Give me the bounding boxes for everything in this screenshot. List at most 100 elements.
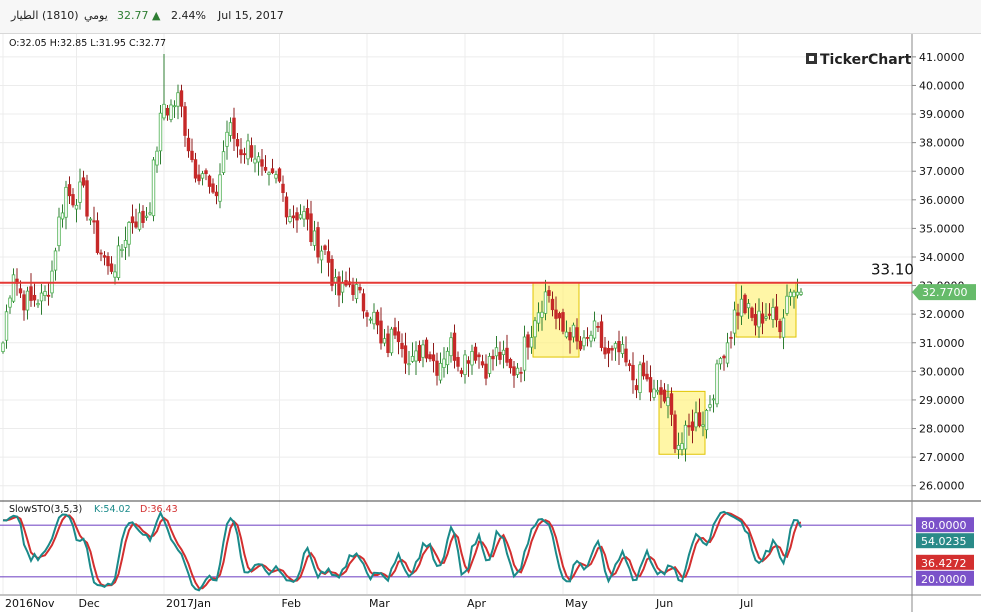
candle-up: [785, 295, 789, 314]
candle-up: [680, 443, 684, 450]
candle-down: [235, 139, 240, 147]
last-price-badge: [912, 284, 976, 301]
last-price: 32.77: [117, 9, 149, 22]
y-tick-label: 41.0000: [919, 51, 965, 64]
candle-up: [501, 349, 506, 355]
candle-down: [526, 334, 530, 348]
candle-down: [645, 373, 649, 380]
candle-down: [690, 421, 695, 431]
candle-up: [340, 282, 345, 293]
candle-down: [669, 393, 674, 415]
last-price-badge-label: 32.7700: [922, 286, 968, 299]
candle-up: [666, 397, 670, 407]
candle-down: [197, 174, 201, 182]
x-tick-label: 2016Nov: [5, 597, 55, 610]
candle-down: [365, 312, 369, 317]
candle-down: [561, 312, 565, 332]
candle-up: [137, 212, 142, 230]
chart-area[interactable]: 2016Nov Dec 2017Jan Feb Mar Apr May Jun Jul O:32…: [0, 34, 981, 612]
candle-up: [683, 424, 688, 450]
x-tick-label: Apr: [467, 597, 487, 610]
candle-up: [36, 303, 40, 306]
candle-down: [659, 387, 663, 395]
candle-up: [732, 309, 737, 334]
candle-down: [508, 358, 513, 369]
candle-down: [648, 377, 653, 393]
candle-down: [606, 347, 611, 354]
candle-up: [4, 311, 9, 341]
candle-up: [592, 320, 597, 339]
candle-up: [792, 291, 796, 298]
candle-up: [1, 342, 5, 352]
candle-down: [204, 170, 208, 175]
y-tick-label: 39.0000: [919, 108, 965, 121]
y-tick-label: 27.0000: [919, 451, 965, 464]
candle-down: [85, 180, 89, 217]
candle-down: [743, 294, 747, 314]
candle-up: [218, 174, 222, 202]
candle-up: [382, 338, 387, 344]
candle-up: [144, 215, 149, 218]
candle-down: [102, 255, 107, 258]
candle-down: [295, 212, 299, 221]
candle-up: [536, 312, 541, 324]
candle-down: [435, 360, 439, 376]
candle-up: [78, 181, 82, 203]
candle-down: [631, 364, 635, 381]
candle-down: [428, 354, 432, 360]
candle-down: [575, 327, 579, 342]
x-tick-label: 2017Jan: [166, 597, 211, 610]
candle-down: [603, 347, 607, 355]
candle-down: [767, 313, 772, 316]
candle-up: [11, 274, 16, 302]
brand-name: TickerChart: [820, 52, 912, 68]
candle-down: [263, 166, 268, 171]
candle-down: [46, 294, 51, 297]
candle-down: [291, 215, 296, 219]
candle-up: [123, 240, 128, 248]
candle-down: [141, 210, 145, 223]
osc-k-badge-label: 54.0235: [921, 535, 967, 548]
candle-down: [480, 361, 485, 366]
osc-k-badge: [916, 533, 974, 549]
candle-up: [470, 351, 474, 366]
candle-up: [757, 310, 761, 328]
osc-20-badge: [916, 570, 974, 586]
candle-up: [442, 358, 446, 368]
candle-up: [116, 245, 121, 278]
candle-up: [319, 250, 324, 261]
candle-up: [694, 412, 698, 428]
candle-up: [169, 104, 173, 120]
candle-down: [736, 312, 740, 316]
candle-up: [176, 92, 180, 107]
candle-up: [267, 172, 271, 175]
symbol-header-bar: الطيار (1810) يومي 32.77 ▲ 2.44% Jul 15,…: [0, 0, 981, 34]
candle-down: [71, 194, 75, 206]
tickerchart-logo: TickerChart: [806, 52, 912, 68]
candle-down: [505, 347, 509, 363]
candle-up: [151, 159, 156, 217]
candle-up: [718, 358, 723, 365]
candle-down: [578, 340, 583, 350]
symbol-name: الطيار: [11, 9, 39, 22]
horizontal-line-33-10[interactable]: 33.10: [0, 261, 914, 284]
candle-up: [368, 318, 373, 321]
candle-down: [753, 313, 758, 326]
y-tick-label: 34.0000: [919, 251, 965, 264]
candle-up: [312, 230, 317, 246]
candle-up: [228, 122, 233, 136]
candle-up: [410, 355, 415, 362]
candle-up: [708, 404, 712, 408]
candle-down: [519, 371, 523, 374]
candle-down: [424, 339, 429, 359]
candle-up: [438, 362, 443, 381]
x-tick-label: Dec: [79, 597, 100, 610]
candle-up: [540, 311, 544, 318]
change-percent: 2.44%: [171, 9, 206, 22]
candle-up: [39, 292, 44, 302]
candle-down: [452, 332, 457, 361]
candle-up: [725, 342, 730, 364]
osc-label: SlowSTO(3,5,3): [9, 504, 82, 515]
candle-up: [421, 344, 425, 358]
candle-down: [305, 208, 310, 220]
